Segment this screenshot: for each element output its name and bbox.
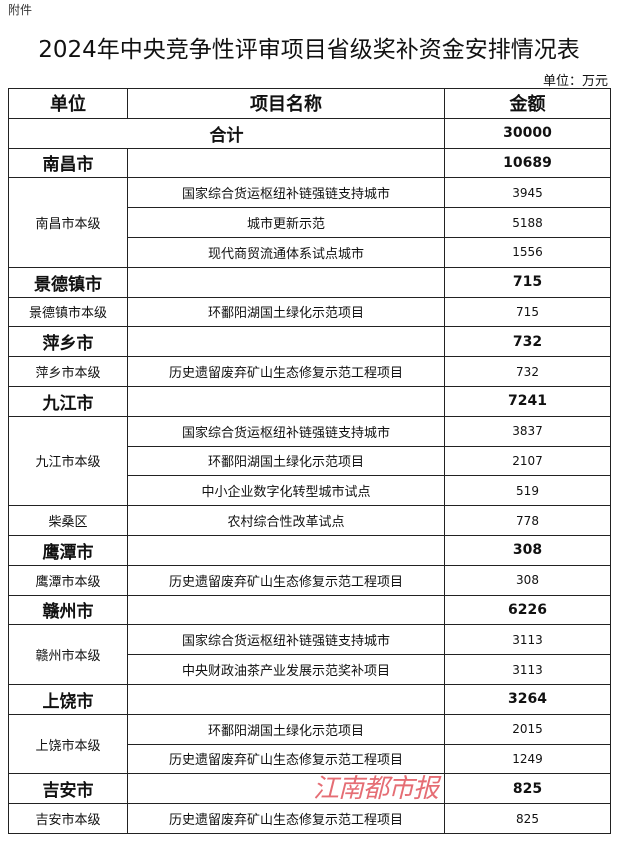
city-name: 赣州市	[8, 594, 128, 626]
header-amount: 金额	[444, 88, 611, 119]
sub-unit: 吉安市本级	[8, 803, 128, 834]
sub-unit: 南昌市本级	[8, 177, 128, 268]
header-project: 项目名称	[127, 88, 445, 119]
project-name: 环鄱阳湖国土绿化示范项目	[127, 296, 445, 328]
project-amount: 2107	[444, 445, 611, 477]
table-row: 南昌市本级 国家综合货运枢纽补链强链支持城市 3945	[8, 177, 611, 268]
project-name: 环鄱阳湖国土绿化示范项目	[127, 445, 445, 477]
city-amount: 732	[444, 326, 611, 358]
sub-unit: 鹰潭市本级	[8, 564, 128, 596]
table-row: 中央财政油茶产业发展示范奖补项目 3113	[9, 654, 611, 685]
city-row: 赣州市 6226	[8, 594, 611, 626]
total-row: 合计 30000	[8, 117, 611, 149]
project-name: 国家综合货运枢纽补链强链支持城市	[127, 415, 445, 447]
city-row: 鹰潭市 308	[8, 534, 611, 566]
project-amount: 2015	[444, 713, 611, 745]
sub-unit: 九江市本级	[8, 415, 128, 507]
city-row: 景德镇市 715	[8, 266, 611, 298]
header-unit: 单位	[8, 88, 128, 119]
city-name: 景德镇市	[8, 266, 128, 298]
page-title: 2024年中央竞争性评审项目省级奖补资金安排情况表	[38, 37, 580, 63]
sub-unit: 赣州市本级	[8, 624, 128, 685]
empty-cell	[127, 147, 445, 179]
sub-unit: 景德镇市本级	[8, 296, 128, 328]
city-name: 南昌市	[8, 147, 128, 179]
empty-cell	[127, 266, 445, 298]
city-amount: 715	[444, 266, 611, 298]
empty-cell	[127, 594, 445, 626]
project-amount: 825	[444, 803, 611, 834]
project-name: 国家综合货运枢纽补链强链支持城市	[127, 177, 445, 209]
city-name: 吉安市	[8, 773, 128, 805]
project-amount: 308	[444, 564, 611, 596]
sub-unit: 上饶市本级	[8, 713, 128, 775]
empty-cell	[127, 326, 445, 358]
city-row: 吉安市 江南都市报 825	[8, 773, 611, 805]
table-row: 中小企业数字化转型城市试点 519	[9, 475, 611, 507]
table-row: 赣州市本级 国家综合货运枢纽补链强链支持城市 3113	[8, 624, 611, 685]
city-name: 鹰潭市	[8, 534, 128, 566]
city-name: 上饶市	[8, 683, 128, 715]
project-name: 现代商贸流通体系试点城市	[127, 236, 445, 268]
project-name: 农村综合性改革试点	[127, 505, 445, 536]
empty-cell	[127, 385, 445, 417]
sub-unit: 柴桑区	[8, 505, 128, 536]
empty-cell: 江南都市报	[127, 773, 445, 805]
city-row: 萍乡市 732	[8, 326, 611, 358]
total-amount: 30000	[444, 117, 611, 149]
unit-note: 单位：万元	[542, 74, 608, 89]
project-amount: 778	[444, 505, 611, 536]
empty-cell	[127, 534, 445, 566]
city-name: 九江市	[8, 385, 128, 417]
project-amount: 1556	[444, 236, 611, 268]
project-amount: 3945	[444, 177, 611, 209]
project-name: 城市更新示范	[127, 207, 445, 238]
city-row: 上饶市 3264	[8, 683, 611, 715]
empty-cell	[127, 683, 445, 715]
city-amount: 10689	[444, 147, 611, 179]
table-row: 历史遗留废弃矿山生态修复示范工程项目 1249	[9, 743, 611, 775]
sub-unit: 萍乡市本级	[8, 356, 128, 387]
project-name: 国家综合货运枢纽补链强链支持城市	[127, 624, 445, 656]
table-row: 景德镇市本级 环鄱阳湖国土绿化示范项目 715	[8, 296, 611, 328]
project-amount: 3113	[444, 654, 611, 685]
project-name: 历史遗留废弃矿山生态修复示范工程项目	[127, 803, 445, 834]
table-row: 城市更新示范 5188	[9, 207, 611, 238]
newspaper-watermark: 江南都市报	[312, 773, 439, 804]
attachment-label: 附件	[8, 3, 33, 17]
table-row: 上饶市本级 环鄱阳湖国土绿化示范项目 2015	[8, 713, 611, 775]
table-row: 柴桑区 农村综合性改革试点 778	[8, 505, 611, 536]
city-amount: 7241	[444, 385, 611, 417]
project-name: 中央财政油茶产业发展示范奖补项目	[127, 654, 445, 685]
project-name: 中小企业数字化转型城市试点	[127, 475, 445, 507]
city-amount: 825	[444, 773, 611, 805]
city-row: 九江市 7241	[8, 385, 611, 417]
header-row: 单位 项目名称 金额	[8, 88, 611, 119]
total-label: 合计	[8, 117, 445, 149]
project-name: 环鄱阳湖国土绿化示范项目	[127, 713, 445, 745]
table-row: 环鄱阳湖国土绿化示范项目 2107	[9, 445, 611, 477]
project-amount: 1249	[444, 743, 611, 775]
table-row: 现代商贸流通体系试点城市 1556	[9, 236, 611, 268]
table-row: 吉安市本级 历史遗留废弃矿山生态修复示范工程项目 825	[8, 803, 611, 834]
project-name: 历史遗留废弃矿山生态修复示范工程项目	[127, 743, 445, 775]
project-amount: 3837	[444, 415, 611, 447]
table-row: 萍乡市本级 历史遗留废弃矿山生态修复示范工程项目 732	[8, 356, 611, 387]
city-name: 萍乡市	[8, 326, 128, 358]
project-amount: 519	[444, 475, 611, 507]
project-name: 历史遗留废弃矿山生态修复示范工程项目	[127, 564, 445, 596]
city-amount: 3264	[444, 683, 611, 715]
city-amount: 308	[444, 534, 611, 566]
project-name: 历史遗留废弃矿山生态修复示范工程项目	[127, 356, 445, 387]
city-row: 南昌市 10689	[8, 147, 611, 179]
project-amount: 5188	[444, 207, 611, 238]
project-amount: 3113	[444, 624, 611, 656]
project-amount: 715	[444, 296, 611, 328]
funding-table: 单位 项目名称 金额 合计 30000 南昌市 10689 南昌市本级 国家综合货运枢…	[8, 88, 611, 834]
table-row: 九江市本级 国家综合货运枢纽补链强链支持城市 3837	[8, 415, 611, 507]
city-amount: 6226	[444, 594, 611, 626]
table-row: 鹰潭市本级 历史遗留废弃矿山生态修复示范工程项目 308	[8, 564, 611, 596]
project-amount: 732	[444, 356, 611, 387]
